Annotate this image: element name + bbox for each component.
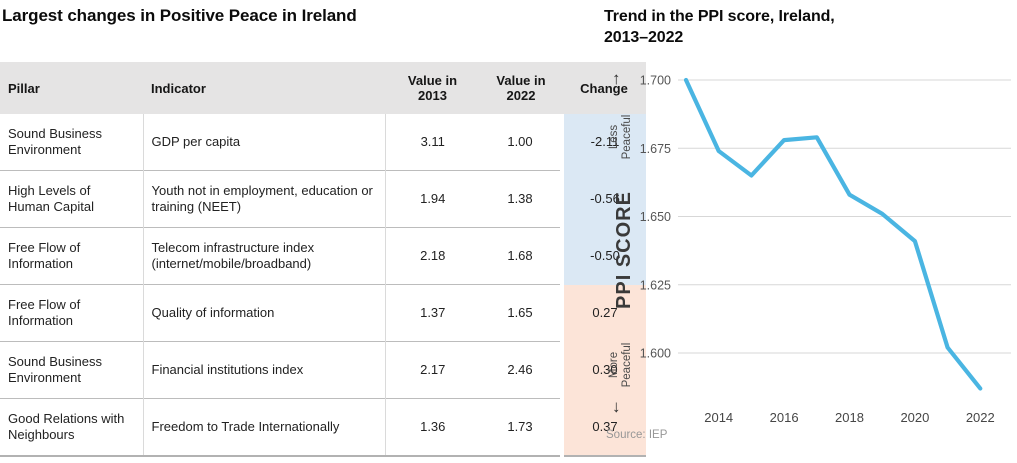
column-header: Value in 2022 [480,62,562,114]
pillar-cell: High Levels of Human Capital [0,170,144,228]
value-2013-cell: 3.11 [385,114,480,171]
x-tick-label: 2018 [835,410,864,425]
table-body: Sound Business Environment GDP per capita… [0,114,646,457]
change-cell: 0.37 [560,398,646,457]
y-tick-label: 1.600 [640,347,671,361]
y-tick-label: 1.650 [640,210,671,224]
pillar-cell: Free Flow of Information [0,227,144,285]
table-row: Free Flow of Information Telecom infrastr… [0,227,646,285]
pillar-cell: Good Relations with Neighbours [0,398,144,457]
x-tick-label: 2022 [966,410,995,425]
table-row: Sound Business Environment Financial inst… [0,341,646,399]
pillar-cell: Free Flow of Information [0,284,144,342]
header-row: Pillar Indicator Value in 2013 Value in 202… [0,62,646,114]
chart-title-line1: Trend in the PPI score, Ireland, [604,8,835,25]
column-header: Indicator [143,62,385,114]
change-cell: -0.50 [560,227,646,285]
x-tick-label: 2014 [704,410,733,425]
value-2022-cell: 1.73 [480,398,562,457]
table-row: Sound Business Environment GDP per capita… [0,114,646,171]
table-header: Pillar Indicator Value in 2013 Value in 202… [0,62,646,114]
x-tick-label: 2016 [770,410,799,425]
chart-title: Trend in the PPI score, Ireland, 2013–202… [604,6,835,48]
indicator-cell: Financial institutions index [143,341,386,399]
change-cell: -2.11 [560,114,646,171]
indicator-cell: Telecom infrastructure index (internet/m… [143,227,386,285]
column-header: Pillar [0,62,143,114]
column-header: Value in 2013 [385,62,480,114]
value-2022-cell: 1.68 [480,227,562,285]
pillar-cell: Sound Business Environment [0,341,144,399]
value-2013-cell: 2.17 [385,341,480,399]
value-2013-cell: 1.94 [385,170,480,228]
table-row: Free Flow of Information Quality of infor… [0,284,646,342]
value-2013-cell: 1.37 [385,284,480,342]
indicator-cell: Youth not in employment, education or tr… [143,170,386,228]
column-header: Change [562,62,646,114]
x-tick-label: 2020 [900,410,929,425]
change-cell: -0.56 [560,170,646,228]
table-title: Largest changes in Positive Peace in Ire… [2,6,357,25]
indicator-cell: Freedom to Trade Internationally [143,398,386,457]
indicator-cell: Quality of information [143,284,386,342]
y-tick-label: 1.625 [640,278,671,292]
ppi-score-line [683,77,983,391]
indicator-cell: GDP per capita [143,114,386,171]
chart-source: Source: IEP [606,429,668,441]
changes-table: Pillar Indicator Value in 2013 Value in 202… [0,62,646,457]
chart-title-line2: 2013–2022 [604,29,684,46]
value-2022-cell: 2.46 [480,341,562,399]
value-2022-cell: 1.00 [480,114,562,171]
change-cell: 0.30 [560,341,646,399]
y-tick-label: 1.675 [640,142,671,156]
value-2013-cell: 2.18 [385,227,480,285]
y-tick-label: 1.700 [640,74,671,88]
less-peaceful-arrow-up-icon: ↑ [612,69,621,88]
pillar-cell: Sound Business Environment [0,114,144,171]
value-2022-cell: 1.38 [480,170,562,228]
more-peaceful-arrow-down-icon: ↓ [612,397,621,416]
value-2013-cell: 1.36 [385,398,480,457]
table-row: Good Relations with Neighbours Freedom to… [0,398,646,457]
ppi-line-chart: 1.700 1.675 1.650 1.625 1.600 2014 2016 2018 202… [640,74,1011,425]
value-2022-cell: 1.65 [480,284,562,342]
change-cell: 0.27 [560,284,646,342]
table-row: High Levels of Human Capital Youth not in… [0,170,646,228]
